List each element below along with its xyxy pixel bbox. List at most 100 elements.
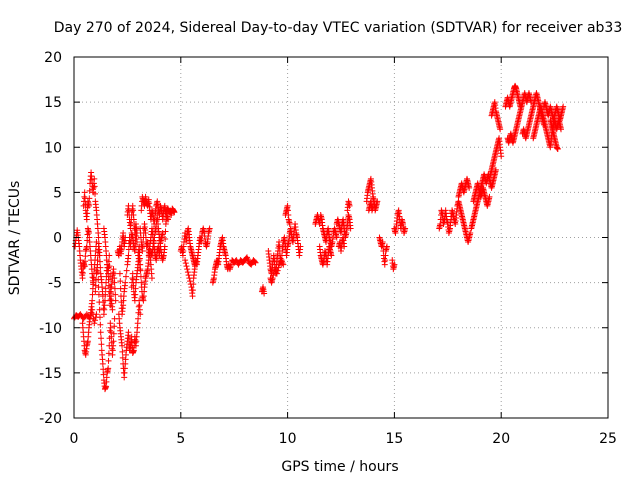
data-point xyxy=(96,258,103,265)
data-point xyxy=(102,285,109,292)
data-point xyxy=(122,279,129,286)
data-point xyxy=(286,220,293,227)
data-point xyxy=(106,252,113,259)
data-point xyxy=(98,335,105,342)
data-point xyxy=(82,258,89,265)
data-point xyxy=(498,153,505,160)
data-point xyxy=(86,187,93,194)
y-tick-labels: -20 -15 -10 -5 0 5 10 15 20 xyxy=(39,50,62,427)
data-point xyxy=(150,239,157,246)
data-point xyxy=(96,252,103,259)
x-tick-label: 20 xyxy=(492,431,510,447)
data-point xyxy=(105,357,112,364)
data-point xyxy=(119,348,126,355)
data-point xyxy=(125,246,132,253)
data-point xyxy=(81,263,88,270)
data-point xyxy=(252,259,259,266)
chart-title: Day 270 of 2024, Sidereal Day-to-day VTE… xyxy=(54,20,623,36)
y-tick-label: 15 xyxy=(44,95,62,111)
data-point xyxy=(467,229,474,236)
data-point xyxy=(261,290,268,297)
y-axis-label: SDTVAR / TECUs xyxy=(7,181,23,296)
data-point xyxy=(84,210,91,217)
data-point xyxy=(125,329,132,336)
data-point xyxy=(346,202,353,209)
y-tick-label: 20 xyxy=(44,50,62,66)
data-point xyxy=(105,270,112,277)
data-point xyxy=(100,371,107,378)
data-point xyxy=(105,258,112,265)
x-tick-label: 25 xyxy=(599,431,617,447)
data-point xyxy=(374,198,381,205)
data-point xyxy=(189,287,196,294)
data-point xyxy=(102,291,109,298)
data-point xyxy=(270,272,277,279)
data-point xyxy=(89,285,96,292)
data-point xyxy=(187,278,194,285)
data-point xyxy=(111,279,118,286)
data-point xyxy=(206,225,213,232)
data-point xyxy=(95,291,102,298)
data-point xyxy=(109,306,116,313)
data-point xyxy=(558,126,565,133)
data-point xyxy=(370,202,377,209)
data-point xyxy=(99,360,106,367)
data-point xyxy=(383,243,390,250)
data-point xyxy=(162,236,169,243)
data-point xyxy=(182,257,189,264)
data-point xyxy=(92,317,99,324)
data-point xyxy=(89,297,96,304)
y-tick-label: -15 xyxy=(39,366,62,382)
data-point xyxy=(137,267,144,274)
y-tick-label: 10 xyxy=(44,140,62,156)
data-point xyxy=(275,264,282,271)
data-point xyxy=(100,366,107,373)
y-tick-label: -10 xyxy=(39,321,62,337)
data-point xyxy=(105,276,112,283)
data-point xyxy=(184,266,191,273)
data-point xyxy=(91,183,98,190)
data-point xyxy=(341,243,348,250)
data-point xyxy=(119,342,126,349)
y-tick-label: 0 xyxy=(53,231,62,247)
data-point xyxy=(497,126,504,133)
data-points xyxy=(71,82,567,393)
x-tick-labels: 0 5 10 15 20 25 xyxy=(70,431,617,447)
data-point xyxy=(150,243,157,250)
y-tick-label: -20 xyxy=(39,411,62,427)
data-point xyxy=(297,243,304,250)
data-point xyxy=(83,216,90,223)
data-point xyxy=(105,350,112,357)
data-point xyxy=(132,285,139,292)
data-point xyxy=(125,252,132,259)
x-tick-label: 5 xyxy=(176,431,185,447)
x-tick-label: 0 xyxy=(70,431,79,447)
axis-ticks xyxy=(73,56,609,419)
data-point xyxy=(85,202,92,209)
data-point xyxy=(98,341,105,348)
data-point xyxy=(109,345,116,352)
data-point xyxy=(81,189,88,196)
data-point xyxy=(112,291,119,298)
y-tick-label: 5 xyxy=(53,185,62,201)
data-point xyxy=(86,195,93,202)
data-point xyxy=(97,321,104,328)
data-point xyxy=(122,273,129,280)
data-point xyxy=(190,281,197,288)
data-point xyxy=(82,253,89,260)
data-point xyxy=(251,258,258,265)
data-point xyxy=(111,285,118,292)
data-point xyxy=(273,270,280,277)
data-point xyxy=(106,273,113,280)
data-point xyxy=(274,267,281,274)
data-point xyxy=(100,305,107,312)
data-point xyxy=(184,269,191,276)
data-point xyxy=(402,225,409,232)
data-point xyxy=(162,228,169,235)
data-point xyxy=(103,279,110,286)
data-point xyxy=(185,272,192,279)
data-point xyxy=(131,297,138,304)
data-point xyxy=(110,338,117,345)
data-point xyxy=(183,263,190,270)
